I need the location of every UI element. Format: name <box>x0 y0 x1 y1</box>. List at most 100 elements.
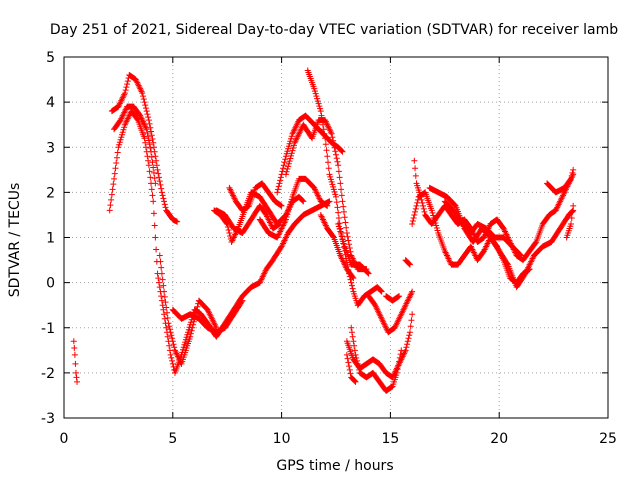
data-point <box>330 186 337 193</box>
data-point <box>338 192 345 199</box>
series-arc-o <box>335 220 372 277</box>
data-point <box>335 162 342 169</box>
data-point <box>162 299 169 306</box>
data-point <box>339 148 346 155</box>
data-point <box>114 149 121 156</box>
data-point <box>277 202 284 209</box>
data-point <box>412 165 419 172</box>
data-point <box>351 342 358 349</box>
series-arc-y <box>441 198 524 259</box>
data-point <box>335 214 342 221</box>
data-point <box>311 88 318 95</box>
data-point <box>314 95 321 102</box>
data-point <box>348 329 355 336</box>
data-point <box>288 133 295 140</box>
data-point <box>158 293 165 300</box>
data-point <box>286 203 293 210</box>
data-point <box>142 139 149 146</box>
data-point <box>150 169 157 176</box>
data-point <box>155 170 162 177</box>
data-point <box>430 214 437 221</box>
data-point <box>158 185 165 192</box>
data-point <box>145 117 152 124</box>
data-point <box>346 366 353 373</box>
y-tick-label: 5 <box>46 50 55 66</box>
data-point <box>420 205 427 212</box>
data-point <box>395 293 402 300</box>
data-point <box>121 90 128 97</box>
x-tick-label: 10 <box>273 431 291 447</box>
data-point <box>151 222 158 229</box>
data-point <box>314 98 321 105</box>
data-point <box>568 175 575 182</box>
data-point <box>283 168 290 175</box>
data-point <box>312 90 319 97</box>
data-point <box>335 209 342 216</box>
data-point <box>322 141 329 148</box>
data-point <box>193 306 200 313</box>
data-point <box>570 166 577 173</box>
data-point <box>338 230 345 237</box>
data-point <box>113 154 120 161</box>
data-point <box>340 241 347 248</box>
data-point <box>331 144 338 151</box>
series-arc-p <box>343 311 416 381</box>
data-point <box>187 333 194 340</box>
data-point <box>421 208 428 215</box>
data-point <box>410 214 417 221</box>
data-point <box>194 303 201 310</box>
data-point <box>226 229 233 236</box>
y-tick-label: -3 <box>41 411 55 427</box>
data-point <box>414 196 421 203</box>
data-point <box>156 174 163 181</box>
data-point <box>353 354 360 361</box>
data-point <box>160 282 167 289</box>
data-point <box>412 208 419 215</box>
data-point <box>347 370 354 377</box>
data-point <box>139 90 146 97</box>
data-point <box>288 196 295 203</box>
data-point <box>181 341 188 348</box>
chart-title: Day 251 of 2021, Sidereal Day-to-day VTE… <box>50 22 618 38</box>
data-point <box>326 171 333 178</box>
data-point <box>343 351 350 358</box>
data-point <box>348 279 355 286</box>
data-point <box>345 237 352 244</box>
data-point <box>157 181 164 188</box>
y-axis-label: SDTVAR / TECUs <box>7 183 23 298</box>
data-point <box>336 174 343 181</box>
data-point <box>341 214 348 221</box>
data-point <box>329 134 336 141</box>
data-point <box>238 298 245 305</box>
data-point <box>287 201 294 208</box>
data-point <box>334 204 341 211</box>
data-point <box>120 126 127 133</box>
data-point <box>290 145 297 152</box>
data-point <box>134 116 141 123</box>
data-point <box>158 189 165 196</box>
data-point <box>352 351 359 358</box>
data-point <box>148 148 155 155</box>
series-arc-f <box>169 297 246 336</box>
data-point <box>397 351 404 358</box>
series-arc-h <box>226 180 285 214</box>
series-arc-z <box>544 166 577 196</box>
data-point <box>152 180 159 187</box>
data-point <box>346 363 353 370</box>
data-point <box>159 302 166 309</box>
data-point <box>340 208 347 215</box>
data-point <box>344 355 351 362</box>
data-point <box>398 347 405 354</box>
data-point <box>323 202 330 209</box>
data-point <box>282 216 289 223</box>
data-point <box>123 84 130 91</box>
data-point <box>163 309 170 316</box>
data-point <box>169 357 176 364</box>
data-point <box>145 114 152 121</box>
data-point <box>116 139 123 146</box>
data-point <box>394 366 401 373</box>
data-point <box>420 202 427 209</box>
series-arc-d <box>111 103 159 187</box>
data-point <box>351 347 358 354</box>
y-tick-label: 3 <box>46 140 55 156</box>
